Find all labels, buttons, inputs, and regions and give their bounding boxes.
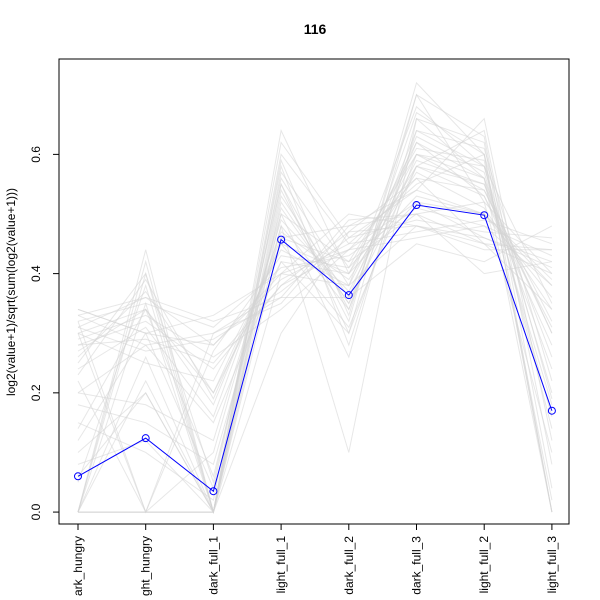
x-tick-label-dark_full_3: dark_full_3 — [410, 536, 424, 595]
x-axis: ark_hungry ght_hungry dark_full_1 light_ful… — [71, 524, 559, 596]
background-series-line — [77, 153, 553, 394]
x-tick-label-dark_full_2: dark_full_2 — [342, 536, 356, 595]
background-series-line — [77, 111, 553, 514]
background-series-line — [78, 147, 553, 513]
background-series-line — [77, 93, 553, 485]
chart-title: 116 — [304, 21, 327, 37]
highlight-series-line — [77, 204, 553, 493]
background-series-line — [77, 135, 553, 478]
background-series-line — [77, 195, 553, 514]
highlight-point-light_full_1 — [277, 235, 286, 244]
background-series-line — [77, 94, 553, 514]
x-tick-label-light_full_2: light_full_2 — [477, 536, 491, 594]
highlight-series-group — [74, 201, 556, 496]
highlight-point-light_full_3 — [547, 406, 556, 415]
highlight-point-light_hungry — [141, 434, 150, 443]
highlight-point-dark_full_2 — [344, 291, 353, 300]
background-series-group — [77, 81, 553, 514]
x-tick-label-dark_full_1: dark_full_1 — [206, 536, 220, 595]
x-tick-label-light_hungry: ght_hungry — [139, 536, 153, 596]
highlight-point-dark_full_1 — [209, 487, 218, 496]
background-series-line — [77, 213, 552, 352]
y-tick-label: 0.4 — [29, 265, 43, 282]
background-series-line — [77, 177, 553, 514]
x-tick-label-light_full_3: light_full_3 — [545, 536, 559, 594]
background-series-line — [77, 201, 553, 406]
background-series-line — [77, 213, 552, 334]
background-series-line — [77, 141, 553, 513]
x-tick-label-dark_hungry: ark_hungry — [71, 536, 85, 596]
background-series-line — [77, 117, 553, 513]
background-series-line — [77, 171, 553, 418]
background-series-line — [77, 201, 553, 358]
highlight-point-dark_full_3 — [412, 201, 421, 210]
y-axis-label: log2(value+1)/sqrt(sum(log2(value+1))) — [4, 188, 18, 396]
x-tick-label-light_full_1: light_full_1 — [274, 536, 288, 594]
background-series-line — [77, 177, 553, 514]
plot-frame — [58, 58, 570, 525]
highlight-point-dark_hungry — [74, 472, 82, 481]
background-series-line — [78, 153, 553, 513]
highlight-point-light_full_2 — [480, 211, 489, 220]
background-series-line — [77, 165, 553, 400]
y-axis: 0.0 0.2 0.4 0.6 — [29, 146, 59, 520]
background-series-line — [77, 128, 553, 513]
background-series-line — [77, 153, 553, 513]
y-tick-label: 0.6 — [29, 146, 43, 163]
y-tick-label: 0.2 — [29, 384, 43, 401]
y-tick-label: 0.0 — [29, 503, 43, 520]
